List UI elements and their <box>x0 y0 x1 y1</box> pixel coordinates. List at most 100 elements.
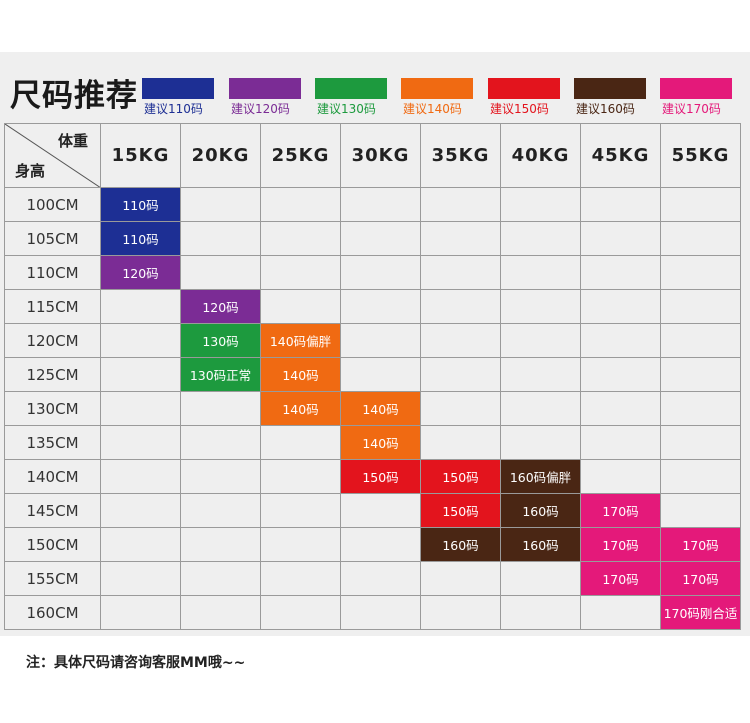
size-recommendation-cell: 170码刚合适 <box>661 596 741 630</box>
size-recommendation-cell: 150码 <box>421 460 501 494</box>
row-header: 130CM <box>5 392 101 426</box>
legend-swatch <box>488 78 560 99</box>
legend-label: 建议120码 <box>231 102 290 116</box>
column-header: 40KG <box>501 124 581 188</box>
legend-swatch <box>142 78 214 99</box>
legend-label: 建议110码 <box>144 102 203 116</box>
empty-cell <box>101 290 181 324</box>
row-header: 160CM <box>5 596 101 630</box>
size-recommendation-cell: 150码 <box>341 460 421 494</box>
empty-cell <box>581 358 661 392</box>
size-recommendation-cell: 160码 <box>501 528 581 562</box>
empty-cell <box>421 324 501 358</box>
empty-cell <box>501 358 581 392</box>
size-recommendation-cell: 170码 <box>661 528 741 562</box>
diagonal-divider <box>5 124 100 187</box>
legend-item-170: 建议170码 <box>660 78 732 118</box>
empty-cell <box>661 290 741 324</box>
empty-cell <box>341 596 421 630</box>
column-header: 45KG <box>581 124 661 188</box>
empty-cell <box>421 290 501 324</box>
footnote: 注：具体尺码请咨询客服MM哦~~ <box>26 655 246 671</box>
empty-cell <box>581 392 661 426</box>
page-title: 尺码推荐 <box>10 78 138 114</box>
size-recommendation-cell: 130码正常 <box>181 358 261 392</box>
empty-cell <box>261 188 341 222</box>
empty-cell <box>421 562 501 596</box>
size-recommendation-cell: 160码 <box>501 494 581 528</box>
size-table: 体重 身高 15KG 20KG 25KG 30KG 35KG 40KG 45KG 55KG 100C… <box>4 123 741 630</box>
empty-cell <box>661 460 741 494</box>
empty-cell <box>501 324 581 358</box>
size-recommendation-cell: 150码 <box>421 494 501 528</box>
empty-cell <box>181 494 261 528</box>
empty-cell <box>101 460 181 494</box>
empty-cell <box>181 528 261 562</box>
legend-swatch <box>660 78 732 99</box>
row-header: 145CM <box>5 494 101 528</box>
row-header: 125CM <box>5 358 101 392</box>
row-header: 100CM <box>5 188 101 222</box>
empty-cell <box>261 562 341 596</box>
empty-cell <box>341 222 421 256</box>
empty-cell <box>581 426 661 460</box>
empty-cell <box>421 596 501 630</box>
empty-cell <box>181 222 261 256</box>
empty-cell <box>261 596 341 630</box>
empty-cell <box>341 494 421 528</box>
empty-cell <box>261 460 341 494</box>
empty-cell <box>101 528 181 562</box>
legend-item-150: 建议150码 <box>488 78 560 118</box>
empty-cell <box>341 528 421 562</box>
row-header: 110CM <box>5 256 101 290</box>
corner-weight-label: 体重 <box>57 132 88 150</box>
empty-cell <box>661 256 741 290</box>
empty-cell <box>581 290 661 324</box>
empty-cell <box>501 256 581 290</box>
row-header: 135CM <box>5 426 101 460</box>
empty-cell <box>101 494 181 528</box>
size-recommendation-cell: 170码 <box>581 562 661 596</box>
empty-cell <box>581 596 661 630</box>
row-header: 155CM <box>5 562 101 596</box>
empty-cell <box>501 188 581 222</box>
empty-cell <box>181 188 261 222</box>
legend-swatch <box>574 78 646 99</box>
size-recommendation-cell: 160码偏胖 <box>501 460 581 494</box>
column-header: 25KG <box>261 124 341 188</box>
empty-cell <box>501 426 581 460</box>
row-header: 120CM <box>5 324 101 358</box>
legend-swatch <box>229 78 301 99</box>
empty-cell <box>661 324 741 358</box>
empty-cell <box>661 392 741 426</box>
size-recommendation-cell: 170码 <box>581 494 661 528</box>
empty-cell <box>501 222 581 256</box>
empty-cell <box>261 528 341 562</box>
size-recommendation-cell: 170码 <box>661 562 741 596</box>
empty-cell <box>501 596 581 630</box>
empty-cell <box>661 188 741 222</box>
empty-cell <box>501 562 581 596</box>
empty-cell <box>341 290 421 324</box>
empty-cell <box>101 392 181 426</box>
empty-cell <box>421 392 501 426</box>
table-corner-header: 体重 身高 <box>5 124 101 188</box>
column-header: 15KG <box>101 124 181 188</box>
empty-cell <box>421 256 501 290</box>
empty-cell <box>421 358 501 392</box>
size-recommendation-cell: 110码 <box>101 222 181 256</box>
empty-cell <box>181 596 261 630</box>
size-recommendation-cell: 110码 <box>101 188 181 222</box>
row-header: 105CM <box>5 222 101 256</box>
empty-cell <box>421 426 501 460</box>
legend-label: 建议160码 <box>576 102 635 116</box>
column-header: 30KG <box>341 124 421 188</box>
row-header: 115CM <box>5 290 101 324</box>
empty-cell <box>101 324 181 358</box>
legend-swatch <box>401 78 473 99</box>
empty-cell <box>661 222 741 256</box>
row-header: 150CM <box>5 528 101 562</box>
column-header: 55KG <box>661 124 741 188</box>
size-recommendation-cell: 140码 <box>261 358 341 392</box>
empty-cell <box>261 494 341 528</box>
